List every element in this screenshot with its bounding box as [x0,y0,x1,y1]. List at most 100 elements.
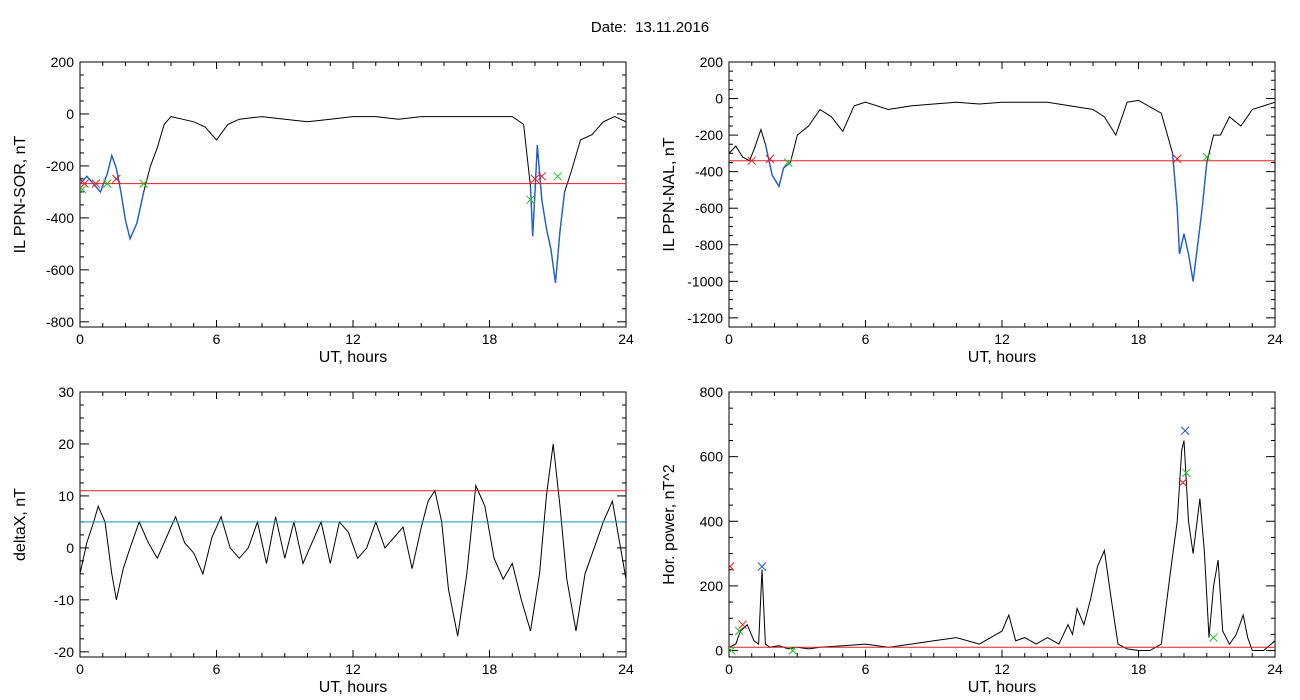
marker-stroke [537,171,547,181]
x-tick-label: 6 [862,331,870,347]
marker-x [1178,478,1188,487]
x-tick-label: 6 [862,661,870,677]
marker-x [1202,152,1212,162]
marker-x [139,179,149,188]
y-tick-label: 600 [700,449,724,465]
series-segment [764,144,791,189]
x-tick-label: 12 [345,331,361,347]
x-tick-label: 6 [213,331,221,347]
y-tick-label: 800 [700,384,724,400]
marker-stroke [738,620,748,630]
chart-deltax: 0 6 12 18 24 -20 -10 0 10 20 30 UT, hours deltaX, nT [12,384,634,696]
marker-stroke [729,646,736,654]
date-label: Date: [590,19,627,36]
marker-x [747,156,757,166]
x-tick-label: 12 [345,661,361,677]
x-tick-label: 0 [725,661,733,677]
chart-hor-power: 0 6 12 18 24 0 200 400 600 800 UT, hours Hor. power… [661,384,1283,696]
marker-stroke [734,626,744,636]
figure-title: Date: 13.11.2016 [0,19,1300,36]
marker-stroke [783,158,793,167]
x-tick-label: 24 [618,661,634,677]
x-tick-label: 18 [482,661,498,677]
marker-stroke [1172,154,1182,164]
y-tick-label: 0 [66,540,74,556]
y-tick-label: -800 [46,314,74,330]
marker-stroke [526,195,535,205]
date-value: 13.11.2016 [635,19,710,36]
y-tick-label: 0 [715,643,723,659]
marker-stroke [747,156,757,166]
y-tick-label: -400 [695,164,723,180]
marker-stroke [80,184,87,193]
y-tick-label: -600 [695,200,723,216]
y-tick-label: -600 [46,262,74,278]
y-axis-label: IL PPN-NAL, nT [661,137,678,251]
marker-stroke [729,562,735,569]
marker-stroke [757,562,767,571]
y-tick-label: -200 [695,127,723,143]
x-tick-label: 12 [994,661,1010,677]
marker-stroke [765,154,775,164]
series-segment [529,145,566,283]
y-tick-label: -400 [46,210,74,226]
y-axis-label: Hor. power, nT^2 [661,464,678,585]
marker-x [553,171,563,181]
series-deltax [80,443,626,637]
marker-stroke [788,646,798,655]
x-tick-label: 24 [618,331,634,347]
x-axis-label: UT, hours [968,349,1036,366]
marker-stroke [112,174,121,184]
x-tick-label: 0 [76,661,84,677]
series-segment [1171,153,1208,282]
plot-area [80,116,626,283]
x-tick-label: 18 [482,331,498,347]
marker-x [1180,426,1190,436]
y-axis-label: deltaX, nT [12,488,29,561]
marker-x [1209,633,1218,642]
y-tick-label: -1200 [687,310,723,326]
x-axis-label: UT, hours [319,349,387,366]
y-tick-label: -800 [695,237,723,253]
plot-area [80,443,626,637]
plot-area [729,426,1275,655]
marker-x [734,626,744,636]
x-tick-label: 6 [213,661,221,677]
plot-frame [79,61,627,328]
marker-stroke [553,171,563,181]
y-tick-label: 0 [715,91,723,107]
y-axis-label: IL PPN-SOR, nT [12,135,29,253]
marker-stroke [1181,468,1191,478]
y-tick-label: -10 [54,592,74,608]
chart-ppn-nal: 0 6 12 18 24 -1200 -1000 -800 -600 -400 -200 0 200 UT… [661,54,1283,366]
series-il-index [80,116,626,283]
marker-x [537,171,547,181]
series-power [729,440,1275,651]
y-tick-label: 30 [58,384,74,400]
y-tick-label: 200 [700,54,724,70]
marker-x [91,179,101,188]
y-tick-label: 10 [58,488,74,504]
series-il-index [729,99,1275,282]
plot-frame [728,391,1276,658]
marker-x [757,562,767,571]
marker-x [729,562,735,571]
marker-stroke [530,174,540,184]
y-tick-label: 0 [66,106,74,122]
marker-x [783,158,793,167]
marker-stroke [1180,426,1190,436]
marker-x [80,184,87,194]
series-segment [80,153,145,241]
marker-x [1181,468,1191,478]
x-tick-label: 18 [1131,661,1147,677]
y-tick-label: 200 [51,54,75,70]
marker-x [112,174,121,184]
marker-x [729,646,736,655]
marker-x [526,195,535,205]
marker-stroke [102,179,112,188]
y-tick-label: -1000 [687,273,723,289]
marker-x [102,179,112,188]
marker-stroke [91,179,101,188]
marker-stroke [1209,633,1218,642]
